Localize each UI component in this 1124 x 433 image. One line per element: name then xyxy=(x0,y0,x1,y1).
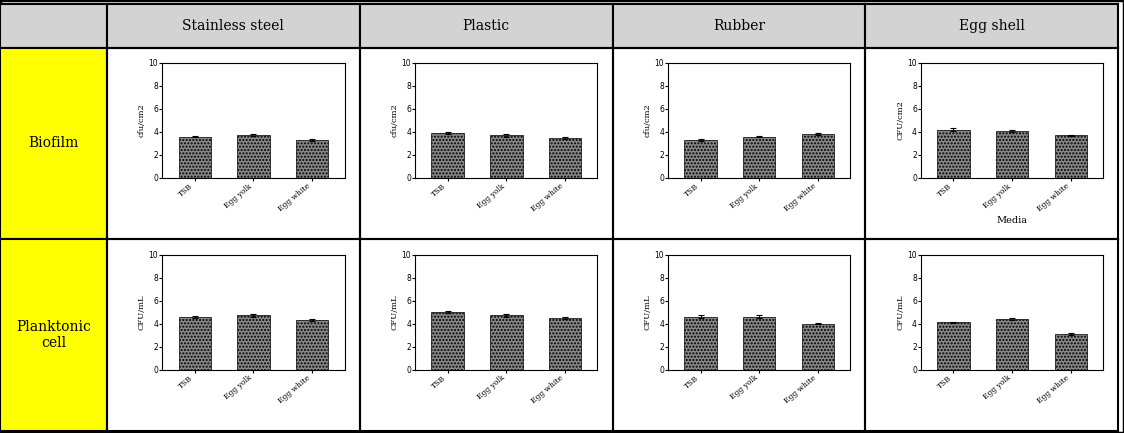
Text: Rubber: Rubber xyxy=(713,19,765,33)
Y-axis label: CFU/mL: CFU/mL xyxy=(138,294,146,330)
X-axis label: Media: Media xyxy=(997,216,1027,225)
Y-axis label: CFU/cm2: CFU/cm2 xyxy=(897,100,905,140)
Y-axis label: CFU/mL: CFU/mL xyxy=(897,294,905,330)
Bar xyxy=(937,323,970,369)
Text: Stainless steel: Stainless steel xyxy=(182,19,284,33)
Bar xyxy=(685,317,717,369)
Bar xyxy=(937,129,970,178)
Y-axis label: cfu/cm2: cfu/cm2 xyxy=(391,103,399,137)
Bar xyxy=(237,135,270,178)
Bar xyxy=(801,323,834,369)
Text: Biofilm: Biofilm xyxy=(28,136,79,150)
Y-axis label: cfu/cm2: cfu/cm2 xyxy=(138,103,146,137)
Bar xyxy=(1054,334,1087,369)
Bar xyxy=(179,136,211,178)
Text: Planktonic
cell: Planktonic cell xyxy=(16,320,91,350)
Bar xyxy=(432,312,464,369)
Bar xyxy=(237,316,270,369)
Bar xyxy=(801,134,834,178)
Bar xyxy=(685,140,717,178)
Bar xyxy=(1054,136,1087,178)
Text: Plastic: Plastic xyxy=(463,19,509,33)
Bar xyxy=(296,140,328,178)
Bar xyxy=(490,136,523,178)
Bar xyxy=(743,136,776,178)
Bar xyxy=(296,320,328,369)
Bar xyxy=(996,319,1028,369)
Bar xyxy=(179,317,211,369)
Y-axis label: CFU/mL: CFU/mL xyxy=(391,294,399,330)
Bar xyxy=(996,131,1028,178)
Bar xyxy=(432,133,464,178)
Y-axis label: cfu/cm2: cfu/cm2 xyxy=(644,103,652,137)
Y-axis label: CFU/mL: CFU/mL xyxy=(644,294,652,330)
Bar xyxy=(549,138,581,178)
Text: Egg shell: Egg shell xyxy=(959,19,1025,33)
Bar xyxy=(490,316,523,369)
Bar xyxy=(743,317,776,369)
Bar xyxy=(549,318,581,369)
